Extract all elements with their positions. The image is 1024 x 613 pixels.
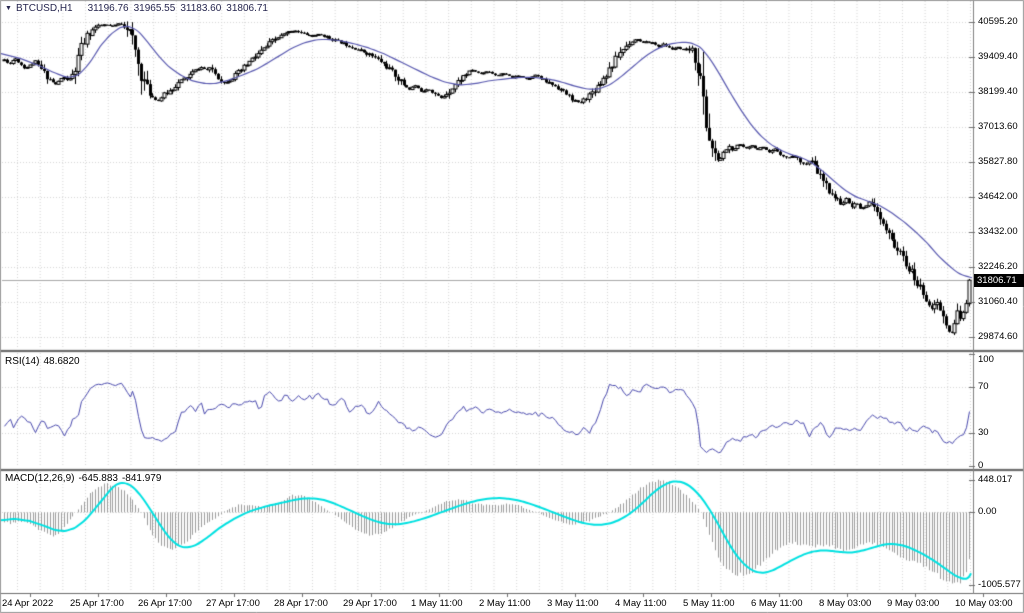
current-price-badge: 31806.71 xyxy=(974,274,1024,287)
